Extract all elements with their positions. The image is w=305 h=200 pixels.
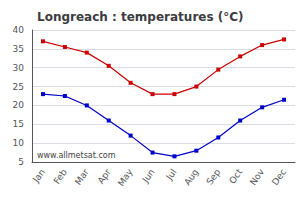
svg-text:15: 15 xyxy=(13,119,24,129)
svg-text:Dec: Dec xyxy=(270,167,288,187)
svg-text:Jun: Jun xyxy=(140,167,157,185)
svg-text:10: 10 xyxy=(13,138,25,148)
svg-text:Mar: Mar xyxy=(73,167,91,187)
svg-text:Jan: Jan xyxy=(30,167,47,185)
svg-text:5: 5 xyxy=(18,157,24,167)
svg-text:Apr: Apr xyxy=(96,167,113,186)
svg-text:35: 35 xyxy=(13,44,24,54)
svg-text:Nov: Nov xyxy=(248,167,267,188)
svg-text:Feb: Feb xyxy=(52,167,69,186)
svg-text:www.allmetsat.com: www.allmetsat.com xyxy=(37,151,116,160)
svg-text:Oct: Oct xyxy=(227,167,244,186)
svg-text:Aug: Aug xyxy=(182,167,200,187)
svg-text:25: 25 xyxy=(13,82,24,92)
svg-text:30: 30 xyxy=(13,63,25,73)
svg-text:Jul: Jul xyxy=(164,167,179,182)
svg-text:Sep: Sep xyxy=(204,167,222,187)
svg-text:May: May xyxy=(116,167,135,189)
svg-text:20: 20 xyxy=(13,100,25,110)
svg-text:40: 40 xyxy=(13,25,25,35)
svg-text:Longreach : temperatures (°C): Longreach : temperatures (°C) xyxy=(37,10,244,24)
